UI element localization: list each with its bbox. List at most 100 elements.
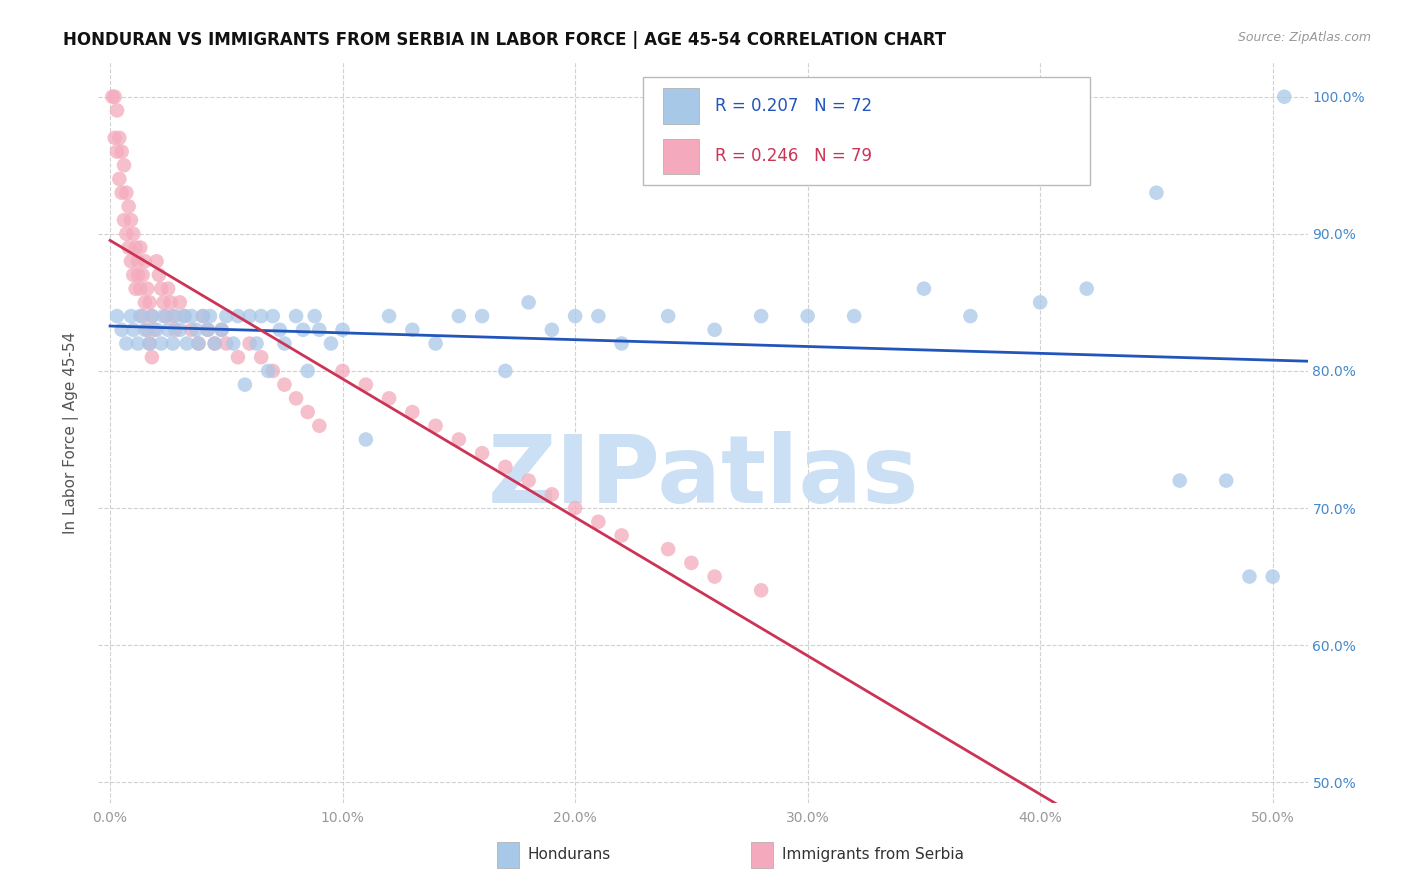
- Point: [222, 336, 245, 351]
- Point: [262, 364, 284, 378]
- Point: [187, 336, 209, 351]
- Point: [297, 405, 319, 419]
- Point: [517, 295, 540, 310]
- Point: [122, 227, 145, 241]
- Point: [118, 199, 141, 213]
- Point: [494, 459, 516, 474]
- Point: [1168, 474, 1191, 488]
- Point: [104, 89, 127, 103]
- Point: [108, 131, 131, 145]
- Point: [120, 213, 142, 227]
- Point: [211, 323, 233, 337]
- Point: [150, 282, 173, 296]
- Point: [136, 282, 159, 296]
- Point: [162, 309, 184, 323]
- Point: [204, 336, 226, 351]
- Point: [564, 501, 586, 516]
- Point: [257, 364, 280, 378]
- Point: [308, 323, 330, 337]
- Point: [108, 172, 131, 186]
- Point: [134, 295, 156, 310]
- Point: [124, 282, 146, 296]
- Point: [141, 350, 163, 364]
- Point: [122, 323, 145, 337]
- Point: [127, 268, 149, 282]
- Point: [127, 336, 149, 351]
- Point: [129, 282, 152, 296]
- Point: [215, 309, 238, 323]
- Point: [319, 336, 342, 351]
- Point: [131, 268, 153, 282]
- Point: [273, 377, 295, 392]
- Point: [169, 295, 191, 310]
- Point: [129, 309, 152, 323]
- Point: [134, 323, 156, 337]
- Point: [354, 377, 377, 392]
- Point: [273, 336, 295, 351]
- Point: [180, 309, 202, 323]
- Point: [239, 309, 262, 323]
- Point: [1239, 569, 1261, 583]
- Text: R = 0.246   N = 79: R = 0.246 N = 79: [716, 147, 872, 165]
- Point: [138, 336, 160, 351]
- Point: [134, 254, 156, 268]
- Point: [471, 309, 494, 323]
- Point: [141, 309, 163, 323]
- Point: [304, 309, 326, 323]
- Point: [401, 405, 423, 419]
- Point: [239, 336, 262, 351]
- Point: [540, 323, 562, 337]
- Point: [176, 336, 198, 351]
- Point: [131, 309, 153, 323]
- Text: Immigrants from Serbia: Immigrants from Serbia: [782, 847, 963, 863]
- Point: [285, 392, 308, 406]
- Point: [1144, 186, 1167, 200]
- Point: [292, 323, 315, 337]
- Bar: [664, 138, 699, 174]
- Point: [749, 309, 772, 323]
- Point: [145, 254, 167, 268]
- Point: [148, 268, 170, 282]
- Point: [657, 542, 679, 557]
- Point: [169, 323, 191, 337]
- Point: [425, 336, 447, 351]
- Point: [564, 309, 586, 323]
- Point: [187, 336, 209, 351]
- Point: [749, 583, 772, 598]
- Point: [517, 474, 540, 488]
- Point: [588, 309, 610, 323]
- Point: [127, 254, 149, 268]
- Point: [285, 309, 308, 323]
- Point: [796, 309, 818, 323]
- Point: [215, 336, 238, 351]
- Point: [104, 131, 127, 145]
- Point: [211, 323, 233, 337]
- Point: [681, 556, 703, 570]
- Point: [959, 309, 981, 323]
- Point: [703, 569, 725, 583]
- Bar: [751, 842, 773, 868]
- Point: [226, 350, 249, 364]
- Point: [173, 309, 195, 323]
- Point: [136, 323, 159, 337]
- Point: [165, 323, 187, 337]
- Point: [447, 433, 470, 447]
- Point: [105, 309, 128, 323]
- Point: [245, 336, 267, 351]
- Point: [152, 309, 174, 323]
- Point: [157, 323, 180, 337]
- Point: [1076, 282, 1098, 296]
- Point: [262, 309, 284, 323]
- Point: [1272, 89, 1295, 103]
- Point: [115, 227, 138, 241]
- Point: [378, 392, 401, 406]
- Point: [297, 364, 319, 378]
- Point: [138, 295, 160, 310]
- FancyBboxPatch shape: [643, 78, 1090, 185]
- Point: [378, 309, 401, 323]
- Point: [118, 240, 141, 255]
- Text: ZIPatlas: ZIPatlas: [488, 431, 918, 523]
- Point: [162, 336, 184, 351]
- Point: [122, 268, 145, 282]
- Point: [115, 336, 138, 351]
